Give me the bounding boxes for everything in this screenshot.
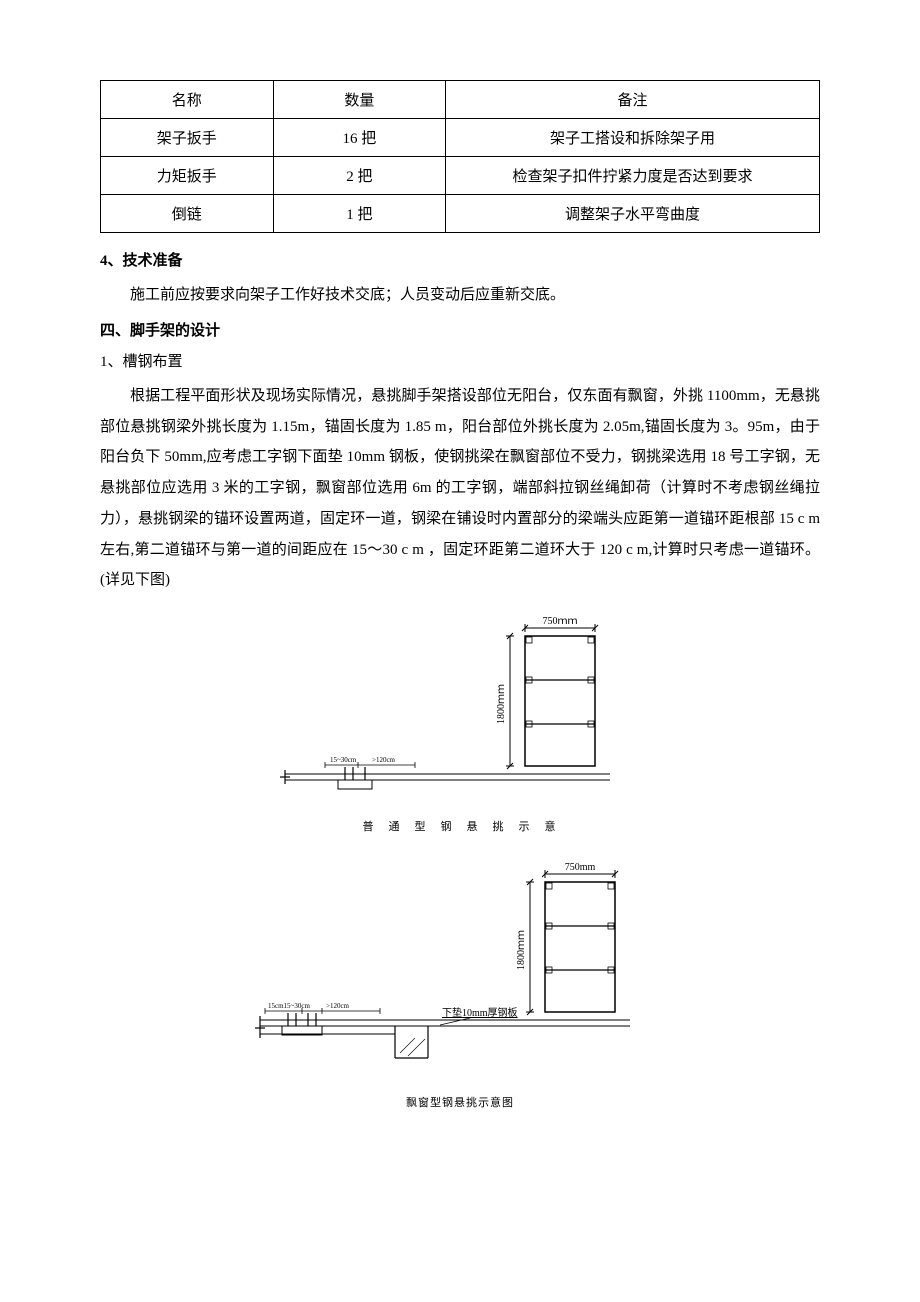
section-4-body: 施工前应按要求向架子工作好技术交底；人员变动后应重新交底。 [100, 280, 820, 311]
diagram-2-anchor-1: 15cm15~30cm [268, 1002, 310, 1010]
table-header: 数量 [273, 81, 446, 119]
diagram-2-anchor-2: >120cm [326, 1002, 350, 1010]
diagram-container: 750ｍｍ 1800ｍｍ [100, 612, 820, 1110]
tools-table: 名称 数量 备注 架子扳手 16 把 架子工搭设和拆除架子用 力矩扳手 2 把 … [100, 80, 820, 233]
table-row: 架子扳手 16 把 架子工搭设和拆除架子用 [101, 119, 820, 157]
diagram-1-caption: 普 通 型 钢 悬 挑 示 意 [250, 818, 670, 834]
diagram-2-caption: 飘窗型钢悬挑示意图 [230, 1094, 690, 1110]
sub-1-heading: 1、槽钢布置 [100, 350, 820, 371]
table-row: 力矩扳手 2 把 检查架子扣件拧紧力度是否达到要求 [101, 157, 820, 195]
table-cell: 架子扳手 [101, 119, 274, 157]
table-cell: 检查架子扣件拧紧力度是否达到要求 [446, 157, 820, 195]
table-header: 备注 [446, 81, 820, 119]
diagram-1-anchor-1: 15~30cm [330, 756, 357, 764]
table-header-row: 名称 数量 备注 [101, 81, 820, 119]
diagram-2-note: 下垫10mm厚钢板 [442, 1006, 518, 1019]
table-cell: 力矩扳手 [101, 157, 274, 195]
table-cell: 1 把 [273, 195, 446, 233]
table-cell: 倒链 [101, 195, 274, 233]
table-cell: 16 把 [273, 119, 446, 157]
diagram-1-anchor-2: >120cm [372, 756, 396, 764]
diagram-2: 750mm 1800ｍｍ [230, 858, 690, 1110]
section-4-heading: 4、技术准备 [100, 249, 820, 270]
table-row: 倒链 1 把 调整架子水平弯曲度 [101, 195, 820, 233]
table-cell: 架子工搭设和拆除架子用 [446, 119, 820, 157]
diagram-2-svg: 750mm 1800ｍｍ [230, 858, 690, 1088]
diagram-1: 750ｍｍ 1800ｍｍ [250, 612, 670, 834]
diagram-1-top-label: 750ｍｍ [543, 616, 578, 627]
sub-1-body: 根据工程平面形状及现场实际情况，悬挑脚手架搭设部位无阳台，仅东面有飘窗，外挑 1… [100, 381, 820, 596]
table-cell: 调整架子水平弯曲度 [446, 195, 820, 233]
diagram-2-side-label: 1800ｍｍ [516, 930, 527, 970]
diagram-1-side-label: 1800ｍｍ [496, 684, 507, 724]
diagram-2-top-label: 750mm [565, 862, 596, 873]
table-header: 名称 [101, 81, 274, 119]
table-cell: 2 把 [273, 157, 446, 195]
diagram-1-svg: 750ｍｍ 1800ｍｍ [250, 612, 670, 812]
section-si-heading: 四、脚手架的设计 [100, 319, 820, 340]
